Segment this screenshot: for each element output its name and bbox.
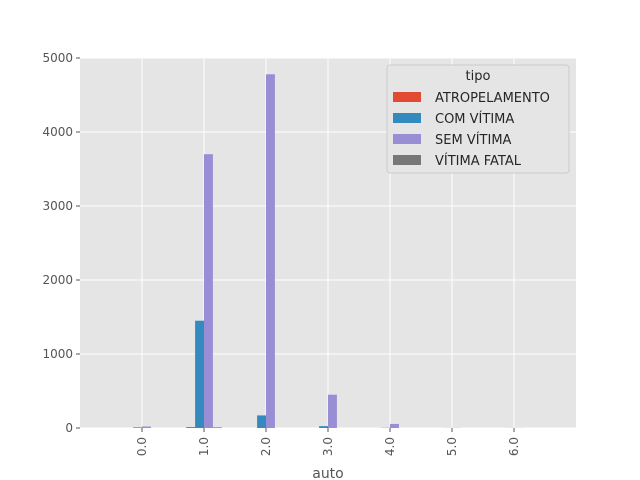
- bar-sem-v-tima-2.0: [266, 74, 275, 428]
- legend-swatch: [393, 92, 421, 102]
- legend-title: tipo: [466, 69, 491, 84]
- x-axis-ticks: 0.0 1.0 2.0 3.0 4.0 5.0 6.0: [135, 428, 521, 456]
- legend-swatch: [393, 134, 421, 144]
- x-tick-label: 2.0: [259, 437, 273, 456]
- y-tick-label: 1000: [42, 347, 73, 361]
- x-tick-label: 6.0: [507, 437, 521, 456]
- legend-box: [386, 64, 570, 174]
- x-tick-label: 0.0: [135, 437, 149, 456]
- bars: [133, 74, 523, 428]
- legend-label: VÍTIMA FATAL: [435, 153, 522, 169]
- bar-sem-v-tima-3.0: [328, 394, 337, 428]
- legend-swatch: [393, 155, 421, 165]
- bar-com-v-tima-1.0: [195, 320, 204, 428]
- y-tick-label: 0: [65, 421, 73, 435]
- bar-v-tima-fatal-1.0: [212, 427, 222, 428]
- bar-com-v-tima-0.0: [133, 427, 142, 428]
- legend-swatch: [393, 113, 421, 123]
- y-tick-label: 2000: [42, 273, 73, 287]
- y-tick-label: 5000: [42, 51, 73, 65]
- bar-atropelamento-1.0: [186, 427, 196, 428]
- x-tick-label: 5.0: [445, 437, 459, 456]
- legend-label: SEM VÍTIMA: [435, 132, 512, 148]
- bar-com-v-tima-2.0: [257, 415, 266, 428]
- x-tick-label: 4.0: [383, 437, 397, 456]
- x-axis-label: auto: [312, 466, 344, 480]
- legend-label: ATROPELAMENTO: [435, 91, 550, 106]
- x-tick-label: 1.0: [197, 437, 211, 456]
- x-tick-label: 3.0: [321, 437, 335, 456]
- y-tick-label: 4000: [42, 125, 73, 139]
- bar-sem-v-tima-0.0: [142, 426, 151, 428]
- legend-label: COM VÍTIMA: [435, 111, 514, 127]
- bar-com-v-tima-3.0: [319, 426, 328, 428]
- y-tick-label: 3000: [42, 199, 73, 213]
- bar-sem-v-tima-1.0: [204, 154, 213, 428]
- legend: tipo ATROPELAMENTO COM VÍTIMA SEM VÍTIMA VÍ…: [386, 64, 570, 174]
- bar-sem-v-tima-4.0: [390, 423, 399, 428]
- y-axis-ticks: 0 1000 2000 3000 4000 5000: [42, 51, 80, 435]
